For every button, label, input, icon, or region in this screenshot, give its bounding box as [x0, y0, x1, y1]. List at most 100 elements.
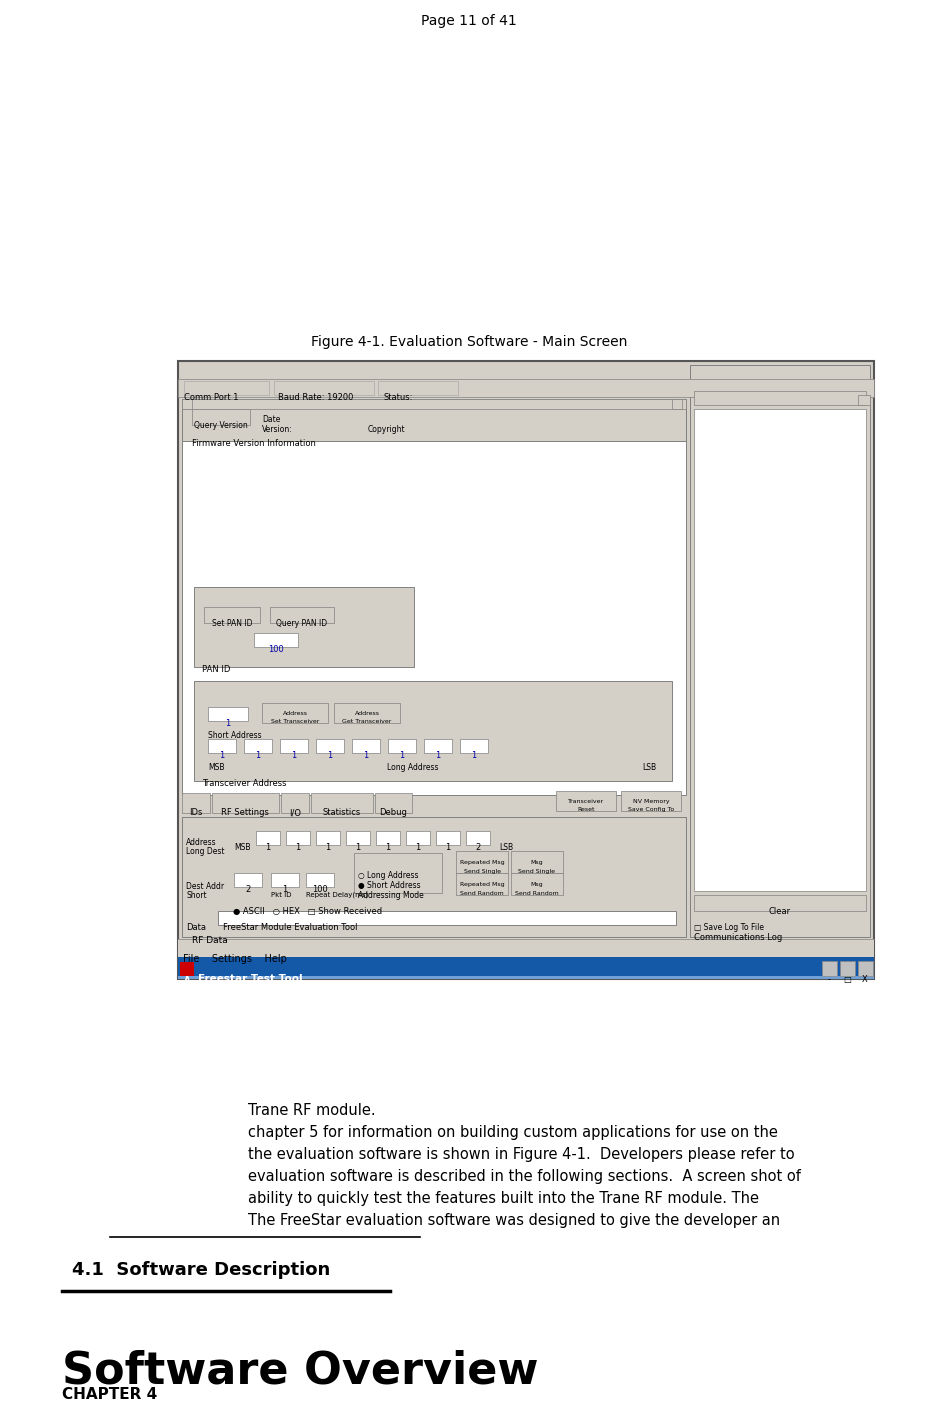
Text: Save Config To: Save Config To	[628, 807, 674, 812]
Bar	[281, 793, 309, 813]
Text: 100: 100	[268, 645, 284, 654]
Text: Msg: Msg	[531, 859, 543, 865]
Text: 1: 1	[295, 843, 300, 852]
Bar	[182, 399, 686, 441]
Text: RF Settings: RF Settings	[221, 807, 269, 817]
Text: 1: 1	[255, 751, 261, 759]
Text: FreeStar Module Evaluation Tool: FreeStar Module Evaluation Tool	[223, 923, 357, 931]
Bar	[262, 703, 328, 723]
Text: Short Address: Short Address	[208, 731, 262, 740]
Bar	[376, 831, 400, 845]
Bar	[672, 399, 682, 409]
Text: Pkt ID: Pkt ID	[271, 892, 292, 898]
Text: 1: 1	[265, 843, 271, 852]
Bar	[182, 399, 686, 795]
Bar	[352, 738, 380, 752]
Text: Set PAN ID: Set PAN ID	[212, 619, 252, 628]
Text: I/O: I/O	[289, 807, 301, 817]
Text: RF Data: RF Data	[192, 936, 228, 945]
Bar	[280, 738, 308, 752]
Bar	[694, 392, 866, 404]
Text: Long Address: Long Address	[387, 764, 439, 772]
Text: -: -	[827, 975, 830, 983]
Text: Statistics: Statistics	[323, 807, 361, 817]
Bar	[694, 895, 866, 912]
Text: Page 11 of 41: Page 11 of 41	[421, 14, 517, 28]
Text: Copyright: Copyright	[368, 426, 405, 434]
Text: Set Transceiver: Set Transceiver	[271, 719, 319, 724]
Bar	[204, 607, 260, 623]
Bar	[690, 365, 870, 937]
Bar	[182, 399, 686, 409]
Bar	[436, 831, 460, 845]
Bar	[456, 851, 508, 874]
Bar	[375, 793, 412, 813]
Text: The FreeStar evaluation software was designed to give the developer an: The FreeStar evaluation software was des…	[248, 1213, 780, 1229]
Text: Send Random: Send Random	[461, 890, 504, 896]
Text: Short: Short	[186, 890, 206, 900]
Text: 1: 1	[225, 719, 231, 728]
Text: 1: 1	[282, 885, 288, 893]
Bar	[208, 707, 248, 721]
Bar	[182, 399, 192, 409]
Text: 2: 2	[476, 843, 480, 852]
Text: 4.1  Software Description: 4.1 Software Description	[72, 1261, 330, 1279]
Text: Trane RF module.: Trane RF module.	[248, 1103, 375, 1117]
Text: Figure 4-1. Evaluation Software - Main Screen: Figure 4-1. Evaluation Software - Main S…	[310, 335, 628, 349]
Text: Communications Log: Communications Log	[694, 933, 782, 943]
Text: IDs: IDs	[189, 807, 203, 817]
Bar	[182, 793, 210, 813]
Bar	[511, 874, 563, 895]
Bar	[256, 831, 280, 845]
Text: ability to quickly test the features built into the Trane RF module. The: ability to quickly test the features bui…	[248, 1191, 759, 1206]
Text: □: □	[843, 975, 851, 983]
Text: Version:: Version:	[262, 426, 293, 434]
Bar	[194, 588, 414, 666]
Bar	[212, 793, 279, 813]
Text: 1: 1	[325, 843, 330, 852]
Bar	[840, 961, 855, 976]
Bar	[178, 957, 874, 979]
Text: Data: Data	[186, 923, 206, 931]
Text: 1: 1	[292, 751, 296, 759]
Bar	[286, 831, 310, 845]
Text: 1: 1	[400, 751, 404, 759]
Text: Debug: Debug	[379, 807, 407, 817]
Bar	[456, 874, 508, 895]
Text: Transceiver: Transceiver	[567, 799, 604, 805]
Text: Status:: Status:	[383, 393, 413, 402]
Bar	[254, 633, 298, 647]
Text: Address: Address	[282, 712, 308, 716]
Bar	[424, 738, 452, 752]
Bar	[271, 874, 299, 888]
Text: Reset: Reset	[577, 807, 595, 812]
Text: 1: 1	[435, 751, 441, 759]
Bar	[244, 738, 272, 752]
Bar	[460, 738, 488, 752]
Bar	[466, 831, 490, 845]
Text: ● Short Address: ● Short Address	[358, 881, 420, 890]
Bar	[208, 738, 236, 752]
Bar	[270, 607, 334, 623]
Text: Firmware Version Information: Firmware Version Information	[192, 440, 316, 448]
Text: ● ASCII   ○ HEX   □ Show Received: ● ASCII ○ HEX □ Show Received	[233, 907, 382, 916]
Text: A: A	[184, 976, 190, 985]
Text: the evaluation software is shown in Figure 4-1.  Developers please refer to: the evaluation software is shown in Figu…	[248, 1147, 794, 1162]
Text: Send Single: Send Single	[519, 869, 555, 874]
Text: Send Single: Send Single	[463, 869, 501, 874]
Text: CHAPTER 4: CHAPTER 4	[62, 1386, 158, 1402]
Bar	[316, 831, 340, 845]
Text: NV Memory: NV Memory	[633, 799, 670, 805]
Text: Query PAN ID: Query PAN ID	[277, 619, 327, 628]
Text: Repeat Delay(ms): Repeat Delay(ms)	[306, 892, 369, 899]
Text: 1: 1	[446, 843, 450, 852]
Bar	[184, 380, 269, 395]
Text: 1: 1	[219, 751, 224, 759]
Bar	[858, 961, 873, 976]
Text: Software Overview: Software Overview	[62, 1348, 538, 1392]
Bar	[192, 409, 250, 426]
Text: MSB: MSB	[208, 764, 224, 772]
Text: chapter 5 for information on building custom applications for use on the: chapter 5 for information on building cu…	[248, 1124, 778, 1140]
Text: Dest Addr: Dest Addr	[186, 882, 224, 890]
Bar	[556, 790, 616, 812]
